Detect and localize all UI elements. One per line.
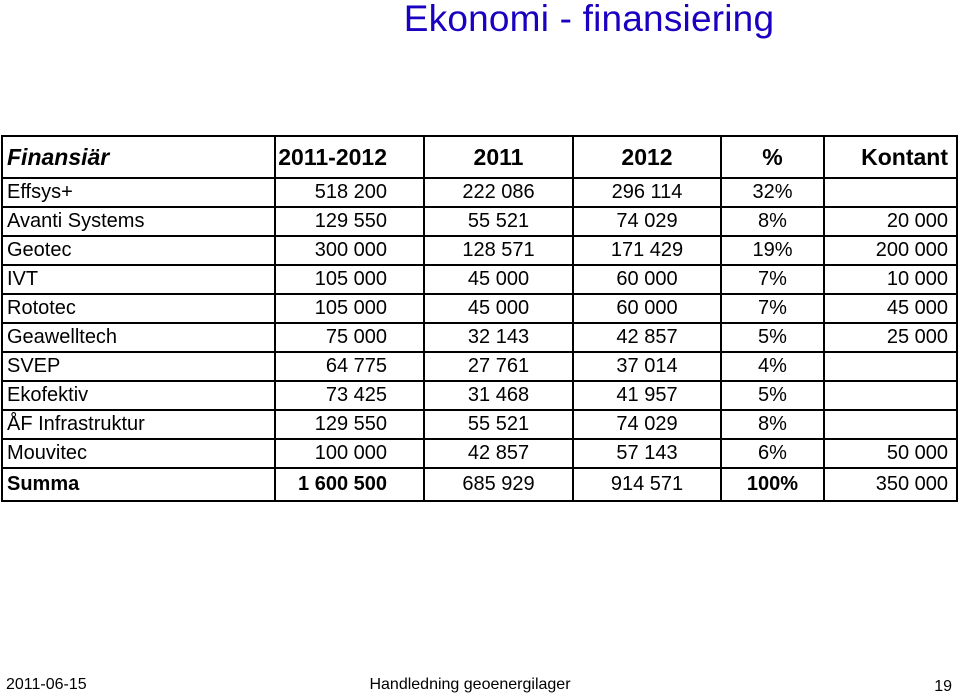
financing-table: Finansiär 2011-2012 2011 2012% Kontant Effsys… bbox=[1, 135, 958, 502]
cell-percent: 8% bbox=[720, 409, 825, 440]
cell-year-2012: 42 857 bbox=[572, 322, 722, 353]
cell-period-2011-2012: 75 000 bbox=[274, 322, 425, 353]
cell-period-2011-2012: 1 600 500 bbox=[274, 467, 425, 502]
cell-percent: 8% bbox=[720, 206, 825, 237]
cell-year-2012: 74 029 bbox=[572, 409, 722, 440]
cell-cash bbox=[823, 177, 958, 208]
cell-year-2011: 222 086 bbox=[423, 177, 574, 208]
table-header-row: Finansiär 2011-2012 2011 2012% Kontant bbox=[1, 135, 958, 179]
cell-percent: % bbox=[720, 135, 825, 179]
cell-cash bbox=[823, 380, 958, 411]
cell-year-2011: 45 000 bbox=[423, 264, 574, 295]
cell-period-2011-2012: 73 425 bbox=[274, 380, 425, 411]
cell-year-2011: 685 929 bbox=[423, 467, 574, 502]
cell-year-2011: 55 521 bbox=[423, 409, 574, 440]
table-row: Geawelltech 75 000 32 143 42 857 5% 25 000 bbox=[1, 322, 958, 353]
table-row: SVEP 64 775 27 761 37 014 4% bbox=[1, 351, 958, 382]
table-row: ÅF Infrastruktur 129 550 55 521 74 029 8% bbox=[1, 409, 958, 440]
cell-period-2011-2012: 518 200 bbox=[274, 177, 425, 208]
cell-period-2011-2012: 129 550 bbox=[274, 409, 425, 440]
table-total-row: Summa 1 600 500 685 929 914 571 100% 350 000 bbox=[1, 467, 958, 502]
cell-year-2012: 296 114 bbox=[572, 177, 722, 208]
slide-title: Ekonomi - finansiering bbox=[403, 0, 775, 39]
cell-cash: 350 000 bbox=[823, 467, 958, 502]
page-number: 19 bbox=[934, 678, 952, 695]
cell-financier: Finansiär bbox=[1, 135, 276, 179]
cell-percent: 5% bbox=[720, 380, 825, 411]
cell-year-2011: 128 571 bbox=[423, 235, 574, 266]
footer-title: Handledning geoenergilager bbox=[369, 676, 571, 693]
cell-cash bbox=[823, 351, 958, 382]
cell-financier: IVT bbox=[1, 264, 276, 295]
table-row: Geotec 300 000 128 571 171 429 19% 200 000 bbox=[1, 235, 958, 266]
cell-year-2012: 60 000 bbox=[572, 293, 722, 324]
cell-percent: 100% bbox=[720, 467, 825, 502]
cell-period-2011-2012: 129 550 bbox=[274, 206, 425, 237]
cell-financier: Rototec bbox=[1, 293, 276, 324]
cell-year-2012: 171 429 bbox=[572, 235, 722, 266]
cell-percent: 4% bbox=[720, 351, 825, 382]
cell-financier: Mouvitec bbox=[1, 438, 276, 469]
table-row: Rototec 105 000 45 000 60 000 7% 45 000 bbox=[1, 293, 958, 324]
cell-year-2012: 914 571 bbox=[572, 467, 722, 502]
cell-year-2012: 37 014 bbox=[572, 351, 722, 382]
cell-period-2011-2012: 105 000 bbox=[274, 293, 425, 324]
cell-period-2011-2012: 2011-2012 bbox=[274, 135, 425, 179]
table-row: IVT 105 000 45 000 60 000 7% 10 000 bbox=[1, 264, 958, 295]
cell-financier: SVEP bbox=[1, 351, 276, 382]
cell-percent: 6% bbox=[720, 438, 825, 469]
cell-period-2011-2012: 64 775 bbox=[274, 351, 425, 382]
cell-year-2012: 41 957 bbox=[572, 380, 722, 411]
cell-year-2012: 60 000 bbox=[572, 264, 722, 295]
table-row: Mouvitec 100 000 42 857 57 143 6% 50 000 bbox=[1, 438, 958, 469]
cell-cash: 25 000 bbox=[823, 322, 958, 353]
cell-cash: Kontant bbox=[823, 135, 958, 179]
cell-financier: Geotec bbox=[1, 235, 276, 266]
cell-financier: ÅF Infrastruktur bbox=[1, 409, 276, 440]
cell-financier: Ekofektiv bbox=[1, 380, 276, 411]
cell-period-2011-2012: 300 000 bbox=[274, 235, 425, 266]
cell-year-2011: 31 468 bbox=[423, 380, 574, 411]
cell-cash bbox=[823, 409, 958, 440]
table-row: Ekofektiv 73 425 31 468 41 957 5% bbox=[1, 380, 958, 411]
cell-year-2011: 55 521 bbox=[423, 206, 574, 237]
cell-year-2011: 45 000 bbox=[423, 293, 574, 324]
cell-year-2012: 57 143 bbox=[572, 438, 722, 469]
table-row: Avanti Systems 129 550 55 521 74 029 8% 20 00… bbox=[1, 206, 958, 237]
table-row: Effsys+ 518 200 222 086 296 114 32% bbox=[1, 177, 958, 208]
cell-cash: 10 000 bbox=[823, 264, 958, 295]
cell-financier: Effsys+ bbox=[1, 177, 276, 208]
footer-date: 2011-06-15 bbox=[6, 676, 87, 693]
cell-period-2011-2012: 105 000 bbox=[274, 264, 425, 295]
cell-cash: 50 000 bbox=[823, 438, 958, 469]
cell-percent: 7% bbox=[720, 264, 825, 295]
cell-year-2012: 2012 bbox=[572, 135, 722, 179]
cell-cash: 45 000 bbox=[823, 293, 958, 324]
cell-year-2012: 74 029 bbox=[572, 206, 722, 237]
cell-percent: 32% bbox=[720, 177, 825, 208]
cell-period-2011-2012: 100 000 bbox=[274, 438, 425, 469]
cell-financier: Geawelltech bbox=[1, 322, 276, 353]
cell-percent: 7% bbox=[720, 293, 825, 324]
cell-year-2011: 2011 bbox=[423, 135, 574, 179]
cell-financier: Avanti Systems bbox=[1, 206, 276, 237]
cell-cash: 200 000 bbox=[823, 235, 958, 266]
cell-percent: 5% bbox=[720, 322, 825, 353]
cell-year-2011: 27 761 bbox=[423, 351, 574, 382]
cell-percent: 19% bbox=[720, 235, 825, 266]
cell-cash: 20 000 bbox=[823, 206, 958, 237]
cell-year-2011: 32 143 bbox=[423, 322, 574, 353]
cell-financier: Summa bbox=[1, 467, 276, 502]
cell-year-2011: 42 857 bbox=[423, 438, 574, 469]
